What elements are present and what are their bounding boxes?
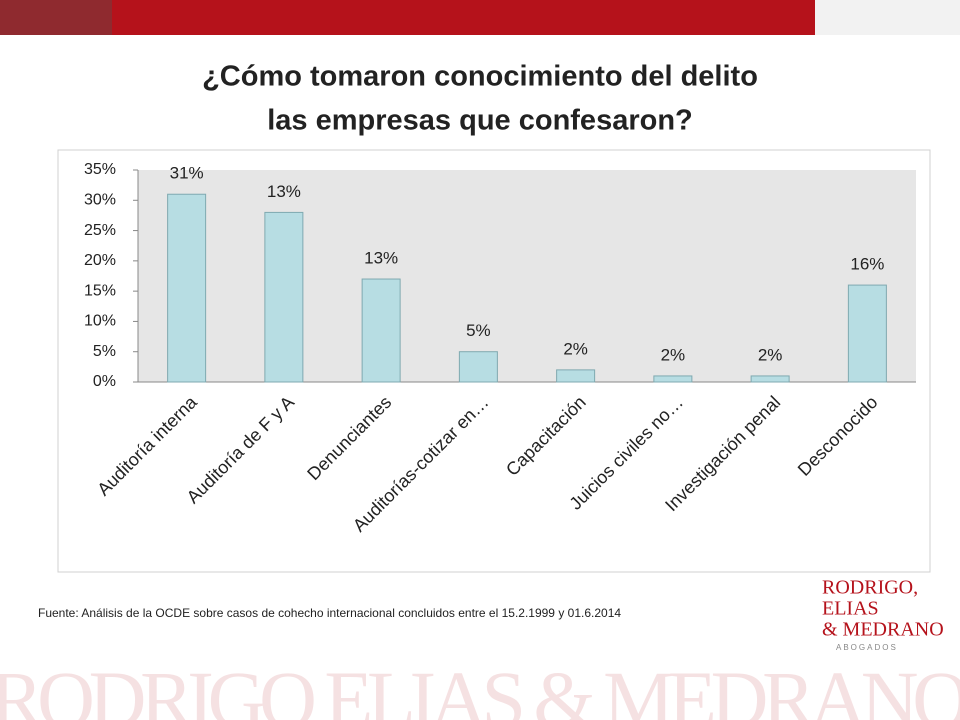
data-label: 2%	[661, 345, 686, 364]
bar	[556, 369, 596, 383]
data-label: 13%	[267, 182, 301, 201]
top-bar-left	[0, 0, 112, 35]
y-tick-label: 30%	[84, 192, 116, 209]
bar	[750, 375, 790, 383]
data-label: 13%	[364, 249, 398, 268]
y-tick-label: 35%	[84, 161, 116, 178]
y-tick-label: 5%	[93, 343, 116, 360]
plot-area	[138, 170, 916, 382]
data-label: 16%	[850, 255, 884, 274]
bar	[167, 193, 207, 383]
bar	[361, 278, 401, 383]
bar	[847, 284, 887, 383]
y-tick-label: 20%	[84, 252, 116, 269]
y-tick-label: 25%	[84, 222, 116, 239]
bar	[264, 211, 304, 383]
data-label: 2%	[758, 345, 783, 364]
logo-subtext: ABOGADOS	[836, 643, 898, 652]
title-line: ¿Cómo tomaron conocimiento del delito	[202, 61, 758, 93]
top-bar	[0, 0, 960, 35]
logo-text: & MEDRANO	[822, 619, 944, 641]
data-label: 5%	[466, 321, 491, 340]
y-tick-label: 0%	[93, 373, 116, 390]
logo-text: ELIAS	[822, 598, 879, 620]
data-label: 31%	[170, 164, 204, 183]
source-note: Fuente: Análisis de la OCDE sobre casos …	[38, 606, 621, 620]
logo-text: RODRIGO,	[822, 577, 918, 599]
top-bar-right	[815, 0, 960, 35]
bar	[653, 375, 693, 383]
y-tick-label: 10%	[84, 313, 116, 330]
bar	[458, 351, 498, 383]
y-tick-label: 15%	[84, 282, 116, 299]
watermark: RODRIGO ELIAS & MEDRANO	[0, 656, 960, 720]
title-line: las empresas que confesaron?	[267, 105, 693, 137]
data-label: 2%	[563, 339, 588, 358]
